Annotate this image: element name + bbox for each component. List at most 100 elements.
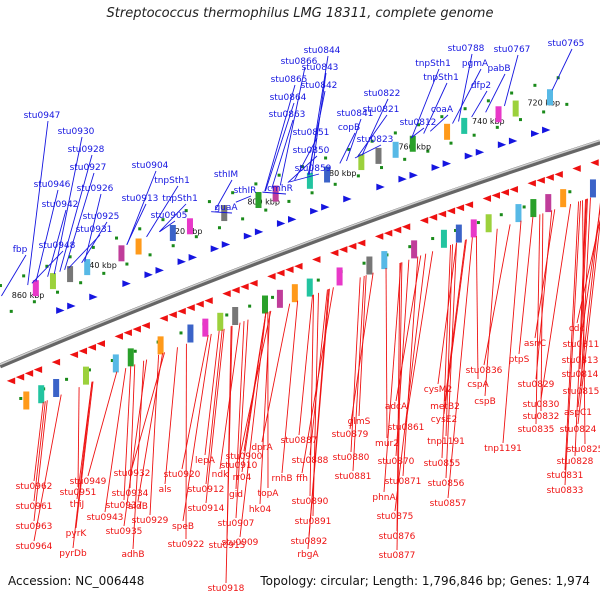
track-marker bbox=[207, 200, 211, 204]
reverse-label-leader bbox=[582, 200, 586, 445]
forward-gene-label: stu0859 bbox=[295, 164, 332, 174]
reverse-label-leader bbox=[402, 256, 419, 477]
reverse-gene-arrow bbox=[527, 179, 536, 187]
forward-gene-arrow bbox=[542, 126, 551, 134]
reverse-gene-label: stu0920 bbox=[164, 470, 201, 480]
reverse-gene-arrow bbox=[204, 297, 213, 304]
feature-block bbox=[67, 266, 74, 283]
reverse-gene-label: stu0909 bbox=[222, 538, 259, 548]
reverse-gene-label: stu0961 bbox=[16, 502, 53, 512]
reverse-gene-label: stu0877 bbox=[379, 551, 416, 561]
track-marker bbox=[356, 174, 360, 178]
reverse-gene-arrow bbox=[33, 366, 43, 373]
track-marker bbox=[362, 261, 366, 265]
reverse-gene-label: stu0918 bbox=[208, 584, 245, 594]
feature-block bbox=[530, 199, 537, 218]
feature-block bbox=[169, 224, 176, 241]
track-marker bbox=[231, 191, 235, 195]
forward-gene-arrow bbox=[530, 130, 540, 138]
track-marker bbox=[472, 133, 476, 137]
reverse-label-leader bbox=[535, 210, 553, 380]
reverse-label-leader bbox=[241, 312, 267, 473]
forward-label-leader bbox=[158, 203, 187, 233]
reverse-gene-label: stu0890 bbox=[292, 497, 329, 507]
reverse-gene-label: stu0831 bbox=[547, 471, 584, 481]
reverse-gene-label: stu0825 bbox=[567, 445, 600, 455]
reverse-gene-label: ffh bbox=[296, 474, 308, 484]
feature-block bbox=[84, 259, 91, 276]
forward-gene-label: cmhR bbox=[267, 184, 293, 194]
reverse-gene-label: cdd bbox=[569, 324, 585, 334]
feature-block bbox=[32, 280, 39, 297]
reverse-gene-label: stu0907 bbox=[218, 519, 255, 529]
forward-gene-label: stu0767 bbox=[494, 45, 531, 55]
reverse-label-leader bbox=[350, 277, 361, 453]
forward-label-leader bbox=[68, 234, 101, 269]
reverse-gene-label: cspB bbox=[474, 397, 496, 407]
feature-block bbox=[358, 154, 365, 171]
track-marker bbox=[486, 99, 490, 103]
reverse-gene-label: als bbox=[159, 485, 172, 495]
forward-gene-label: stu0788 bbox=[448, 44, 485, 54]
feature-block bbox=[38, 385, 45, 404]
reverse-gene-arrow bbox=[276, 269, 285, 277]
forward-label-leader bbox=[126, 203, 147, 245]
forward-label-leader bbox=[279, 66, 306, 186]
reverse-gene-label: stu0835 bbox=[518, 425, 555, 435]
reverse-gene-label: stu0912 bbox=[188, 485, 225, 495]
forward-gene-label: stu0822 bbox=[364, 89, 401, 99]
reverse-gene-arrow bbox=[374, 233, 384, 240]
forward-gene-arrow bbox=[276, 220, 286, 227]
forward-label-leader bbox=[81, 221, 108, 264]
forward-label-leader bbox=[47, 209, 67, 277]
reverse-label-leader bbox=[235, 319, 249, 519]
track-marker bbox=[370, 139, 374, 143]
reverse-label-leader bbox=[309, 294, 315, 497]
forward-gene-label: stu0850 bbox=[293, 146, 330, 156]
reverse-label-leader bbox=[394, 253, 427, 512]
track-marker bbox=[45, 264, 49, 268]
forward-label-leader bbox=[471, 90, 488, 118]
track-marker bbox=[333, 182, 337, 186]
scale-tick-label: 820 kbp bbox=[170, 227, 203, 236]
reverse-label-leader bbox=[564, 201, 580, 471]
track-marker bbox=[32, 300, 36, 304]
reverse-label-leader bbox=[75, 381, 94, 529]
reverse-gene-label: stu0935 bbox=[106, 527, 143, 537]
reverse-label-leader bbox=[129, 364, 136, 489]
feature-block bbox=[375, 147, 382, 164]
reverse-gene-label: stu0857 bbox=[430, 499, 467, 509]
feature-block bbox=[440, 229, 447, 248]
reverse-gene-arrow bbox=[437, 210, 447, 218]
reverse-label-leader bbox=[298, 295, 314, 436]
track-marker bbox=[68, 255, 72, 259]
reverse-label-leader bbox=[564, 200, 581, 486]
forward-gene-arrow bbox=[497, 141, 507, 149]
reverse-label-leader bbox=[123, 359, 148, 527]
track-marker bbox=[449, 141, 453, 145]
track-marker bbox=[440, 115, 444, 119]
track-marker bbox=[194, 235, 198, 239]
forward-gene-arrow bbox=[343, 195, 352, 203]
feature-block bbox=[157, 336, 164, 355]
reverse-label-leader bbox=[219, 322, 241, 470]
genome-backbone bbox=[0, 139, 600, 369]
feature-block bbox=[512, 100, 519, 117]
reverse-gene-arrow bbox=[392, 226, 402, 234]
forward-gene-label: stu0904 bbox=[132, 161, 169, 171]
feature-block bbox=[221, 205, 228, 222]
track-marker bbox=[533, 83, 537, 87]
reverse-label-leader bbox=[33, 401, 44, 482]
reverse-gene-label: rr04 bbox=[233, 473, 252, 483]
reverse-label-leader bbox=[77, 387, 80, 488]
reverse-gene-arrow bbox=[536, 176, 545, 184]
reverse-gene-arrow bbox=[419, 217, 429, 224]
reverse-gene-arrow bbox=[545, 173, 554, 181]
reverse-gene-label: tnp1191 bbox=[484, 444, 522, 454]
feature-block bbox=[461, 117, 468, 134]
forward-gene-arrow bbox=[56, 307, 65, 314]
reverse-gene-label: stu0943 bbox=[87, 513, 124, 523]
reverse-gene-arrow bbox=[572, 165, 581, 172]
feature-block bbox=[470, 219, 477, 238]
track-marker bbox=[254, 182, 258, 186]
